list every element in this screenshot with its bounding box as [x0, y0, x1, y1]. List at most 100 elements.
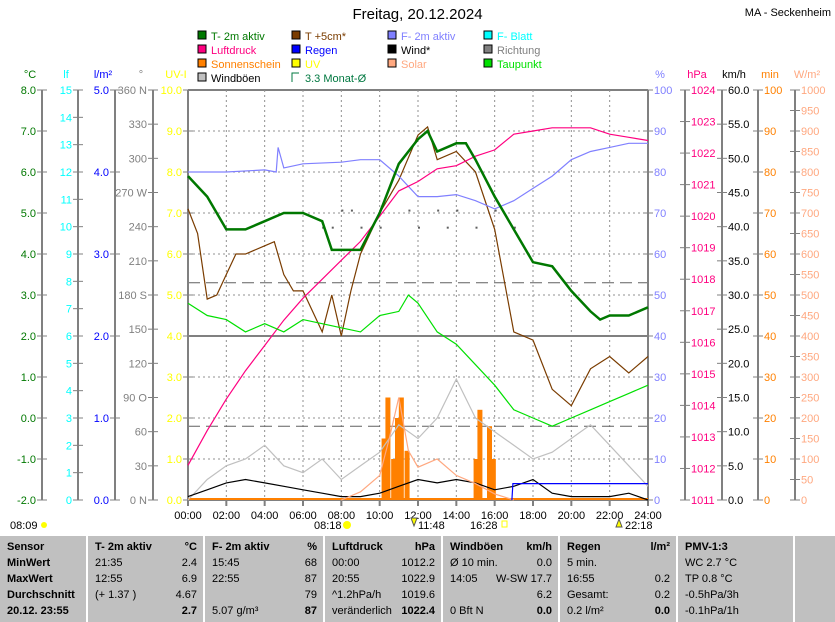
- x-tick-label: 00:00: [174, 510, 202, 522]
- stats-row: -0.5hPa/3h: [685, 587, 787, 603]
- stats-value: 0.0: [536, 605, 552, 617]
- axis-tick-label: 8.0: [21, 85, 36, 97]
- axis-tick-label: 1016: [691, 337, 715, 349]
- series-line-f-2m-aktiv: [188, 142, 648, 210]
- stats-label: 00:00: [332, 557, 360, 569]
- stats-row: 00:00 1012.2: [332, 555, 435, 571]
- legend-swatch: [387, 30, 397, 40]
- legend-item: Windböen: [211, 73, 261, 85]
- axis-tick-label: 1015: [691, 369, 715, 381]
- column-header: Luftdruck hPa: [332, 539, 435, 555]
- stats-table: Sensor MinWert MaxWert Durchschnitt 20.1…: [0, 534, 835, 622]
- axis-tick-label: 350: [801, 352, 819, 364]
- stats-label: 15:45: [212, 557, 240, 569]
- legend-item: Wind*: [401, 45, 431, 57]
- series-line-windb-en: [187, 377, 649, 501]
- stats-row: 6.2: [450, 587, 552, 603]
- stats-value: 6.9: [181, 573, 197, 585]
- stats-row: TP 0.8 °C: [685, 571, 787, 587]
- axis-unit: °: [139, 69, 143, 81]
- station-name: MA - Seckenheim: [744, 7, 831, 19]
- sunrise-time: 08:18: [314, 520, 342, 532]
- stats-label: 0.2 l/m²: [567, 605, 604, 617]
- legend-swatch: [291, 44, 301, 54]
- stats-label: WC 2.7 °C: [685, 557, 738, 569]
- x-tick-label: 02:00: [213, 510, 241, 522]
- sunshine-bar: [477, 409, 483, 500]
- legend-item: Regen: [305, 45, 337, 57]
- axis-tick-label: 360 N: [118, 85, 147, 97]
- axis-unit: lf: [63, 69, 69, 81]
- stats-row: ^1.2hPa/h 1019.6: [332, 587, 435, 603]
- axis-tick-label: 1: [66, 468, 72, 480]
- axis-tick-label: 5.0: [21, 208, 36, 220]
- legend-item: 3.3 Monat-Ø: [305, 73, 367, 85]
- direction-point: [513, 226, 516, 229]
- moonrise-time: 11:48: [418, 520, 445, 532]
- direction-point: [341, 209, 344, 212]
- axis-tick-label: 3.0: [21, 290, 36, 302]
- legend-item: T- 2m aktiv: [211, 31, 265, 43]
- stats-column: T- 2m aktiv °C 21:35 2.4 12:55 6.9 (+ 1.37 ) 4.…: [88, 536, 205, 622]
- axis-tick-label: 300: [801, 372, 819, 384]
- column-unit: km/h: [526, 541, 552, 553]
- stats-label: 5 min.: [567, 557, 597, 569]
- axis-tick-label: 180 S: [118, 290, 147, 302]
- direction-point: [418, 226, 420, 229]
- stats-label: 14:05: [450, 573, 478, 585]
- axis-tick-label: 8: [66, 276, 72, 288]
- column-unit: °C: [184, 541, 197, 553]
- legend-swatch: [197, 44, 207, 54]
- axis-tick-label: 60: [764, 249, 776, 261]
- axis-tick-label: 30: [135, 461, 147, 473]
- sunshine-bar: [473, 459, 479, 500]
- legend-item: Richtung: [497, 45, 540, 57]
- moonset-time: 22:18: [625, 520, 653, 532]
- axis-tick-label: 90: [764, 126, 776, 138]
- sunset-time: 16:28: [470, 520, 498, 532]
- stats-label: TP 0.8 °C: [685, 573, 733, 585]
- axis-tick-label: 50: [654, 290, 666, 302]
- column-title: Luftdruck: [332, 541, 383, 553]
- legend-swatch: [387, 44, 397, 54]
- stats-row: Ø 10 min. 0.0: [450, 555, 552, 571]
- x-tick-label: 10:00: [366, 510, 394, 522]
- column-title: Windböen: [450, 541, 504, 553]
- stats-label: 5.07 g/m³: [212, 605, 259, 617]
- axis-tick-label: 50.0: [728, 153, 749, 165]
- stats-value: 0.2: [654, 573, 670, 585]
- stats-value: 0.2: [654, 589, 670, 601]
- stats-column: Luftdruck hPa 00:00 1012.2 20:55 1022.9 ^1.2hP…: [325, 536, 443, 622]
- axis-tick-label: 1020: [691, 211, 715, 223]
- stats-label: ^1.2hPa/h: [332, 589, 382, 601]
- axis-tick-label: 9: [66, 249, 72, 261]
- axis-tick-label: 1011: [691, 495, 715, 507]
- axis-tick-label: 0.0: [167, 495, 182, 507]
- stats-value: W-SW 17.7: [495, 573, 552, 585]
- sunshine-bar: [487, 426, 492, 500]
- sensor-column: Sensor MinWert MaxWert Durchschnitt 20.1…: [0, 536, 88, 622]
- column-title: Regen: [567, 541, 601, 553]
- series-line-taupunkt: [187, 294, 649, 427]
- axis-tick-label: 4.0: [21, 249, 36, 261]
- stats-row: 79: [212, 587, 317, 603]
- axis-tick-label: 1024: [691, 85, 715, 97]
- axis-tick-label: 0.0: [21, 413, 36, 425]
- row-label: MaxWert: [7, 573, 53, 585]
- axis-tick-label: 20: [654, 413, 666, 425]
- axis-tick-label: 1014: [691, 400, 715, 412]
- axis-tick-label: 0 N: [130, 495, 147, 507]
- stats-column: Windböen km/h Ø 10 min. 0.0 14:05 W-SW 17.7 6.…: [443, 536, 560, 622]
- weather-chart: T- 2m aktiv T +5cm* F- 2m aktiv F- Blatt Luf…: [10, 30, 825, 532]
- legend-swatch: [291, 30, 301, 40]
- axis-tick-label: 4.0: [167, 331, 182, 343]
- column-unit: hPa: [414, 541, 435, 553]
- axis-tick-label: 240: [129, 222, 147, 234]
- axis-tick-label: 11: [61, 194, 72, 206]
- direction-point: [379, 226, 382, 229]
- axis-tick-label: 10.0: [728, 427, 749, 439]
- axis-tick-label: 1.0: [94, 413, 109, 425]
- axis-tick-label: 120: [129, 358, 147, 370]
- axis-tick-label: 450: [801, 311, 819, 323]
- x-tick-label: 04:00: [251, 510, 279, 522]
